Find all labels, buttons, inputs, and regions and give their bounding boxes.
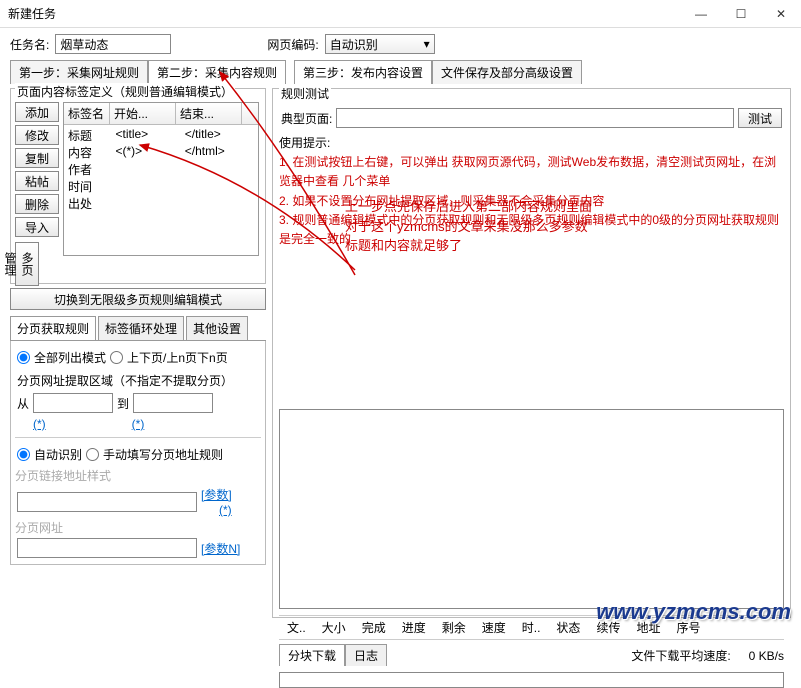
copy-button[interactable]: 复制 bbox=[15, 148, 59, 168]
star-link-2[interactable]: (*) bbox=[132, 417, 145, 431]
table-row[interactable]: 标题<title></title> bbox=[68, 127, 254, 144]
close-button[interactable]: ✕ bbox=[761, 0, 801, 28]
result-box bbox=[279, 409, 784, 609]
radio-all-list[interactable] bbox=[17, 351, 30, 364]
table-row[interactable]: 出处 bbox=[68, 195, 254, 212]
minimize-button[interactable]: — bbox=[681, 0, 721, 28]
table-row[interactable]: 作者 bbox=[68, 161, 254, 178]
encode-select[interactable]: 自动识别 ▾ bbox=[325, 34, 435, 54]
tab-step1[interactable]: 第一步：采集网址规则 bbox=[10, 60, 148, 84]
dl-tab-chunk[interactable]: 分块下载 bbox=[279, 644, 345, 666]
column-header: 时.. bbox=[514, 619, 549, 636]
import-button[interactable]: 导入 bbox=[15, 217, 59, 237]
speed-value: 0 KB/s bbox=[734, 649, 784, 663]
progress-bar bbox=[279, 672, 784, 688]
typical-label: 典型页面: bbox=[281, 110, 332, 127]
paramn-link[interactable]: [参数N] bbox=[201, 540, 240, 557]
tab-step4[interactable]: 文件保存及部分高级设置 bbox=[432, 60, 582, 84]
tab-step2[interactable]: 第二步：采集内容规则 bbox=[148, 60, 286, 84]
typical-input[interactable] bbox=[336, 108, 734, 128]
test-button[interactable]: 测试 bbox=[738, 108, 782, 128]
chevron-down-icon: ▾ bbox=[424, 37, 430, 51]
column-header: 大小 bbox=[314, 619, 354, 636]
column-header: 完成 bbox=[354, 619, 394, 636]
annotation: 上一步点完保存后进入第二部内容规则里面 对于这个yzmcms的文章采集没那么多参… bbox=[345, 197, 592, 256]
left-fieldset-title: 页面内容标签定义（规则普通编辑模式） bbox=[15, 83, 235, 100]
maximize-button[interactable]: ☐ bbox=[721, 0, 761, 28]
task-name-label: 任务名: bbox=[10, 36, 49, 53]
multipage-button[interactable]: 多页管理 bbox=[15, 242, 39, 286]
column-header: 进度 bbox=[394, 619, 434, 636]
tab-step3[interactable]: 第三步：发布内容设置 bbox=[294, 60, 432, 84]
titlebar: 新建任务 — ☐ ✕ bbox=[0, 0, 801, 28]
switch-mode-button[interactable]: 切换到无限级多页规则编辑模式 bbox=[10, 288, 266, 310]
to-input[interactable] bbox=[133, 393, 213, 413]
encode-value: 自动识别 bbox=[330, 36, 378, 53]
link-style-label: 分页链接地址样式 bbox=[15, 467, 261, 484]
page-url-input bbox=[17, 538, 197, 558]
modify-button[interactable]: 修改 bbox=[15, 125, 59, 145]
speed-label: 文件下载平均速度: bbox=[631, 649, 730, 663]
radio-auto[interactable] bbox=[17, 448, 30, 461]
right-fieldset-title: 规则测试 bbox=[279, 85, 331, 102]
add-button[interactable]: 添加 bbox=[15, 102, 59, 122]
zone-label: 分页网址提取区域（不指定不提取分页） bbox=[15, 370, 261, 391]
link-style-input bbox=[17, 492, 197, 512]
from-input[interactable] bbox=[33, 393, 113, 413]
page-url-label: 分页网址 bbox=[15, 519, 261, 536]
subtab-other[interactable]: 其他设置 bbox=[186, 316, 248, 340]
star-link-3[interactable]: (*) bbox=[201, 503, 232, 517]
window-title: 新建任务 bbox=[8, 5, 681, 22]
subtab-loop[interactable]: 标签循环处理 bbox=[98, 316, 184, 340]
column-header: 状态 bbox=[548, 619, 588, 636]
table-row[interactable]: 时间 bbox=[68, 178, 254, 195]
paste-button[interactable]: 粘帖 bbox=[15, 171, 59, 191]
star-link-1[interactable]: (*) bbox=[33, 417, 46, 431]
usage-title: 使用提示: bbox=[279, 134, 784, 153]
column-header: 文.. bbox=[279, 619, 314, 636]
delete-button[interactable]: 删除 bbox=[15, 194, 59, 214]
radio-updown[interactable] bbox=[110, 351, 123, 364]
task-name-input[interactable] bbox=[55, 34, 171, 54]
column-header: 速度 bbox=[474, 619, 514, 636]
column-header: 剩余 bbox=[434, 619, 474, 636]
radio-manual[interactable] bbox=[86, 448, 99, 461]
dl-tab-log[interactable]: 日志 bbox=[345, 644, 387, 666]
subtab-paging[interactable]: 分页获取规则 bbox=[10, 316, 96, 340]
usage-1: 1. 在测试按钮上右键，可以弹出 获取网页源代码，测试Web发布数据，清空测试页… bbox=[279, 153, 784, 191]
encode-label: 网页编码: bbox=[267, 36, 318, 53]
col-start: 开始... bbox=[110, 103, 176, 124]
col-end: 结束... bbox=[176, 103, 242, 124]
col-tagname: 标签名 bbox=[64, 103, 110, 124]
param-link[interactable]: [参数] bbox=[201, 486, 232, 503]
watermark: www.yzmcms.com bbox=[596, 599, 791, 625]
tag-table: 标签名 开始... 结束... 标题<title></title>内容<(*)>… bbox=[63, 102, 259, 256]
table-row[interactable]: 内容<(*)></html> bbox=[68, 144, 254, 161]
